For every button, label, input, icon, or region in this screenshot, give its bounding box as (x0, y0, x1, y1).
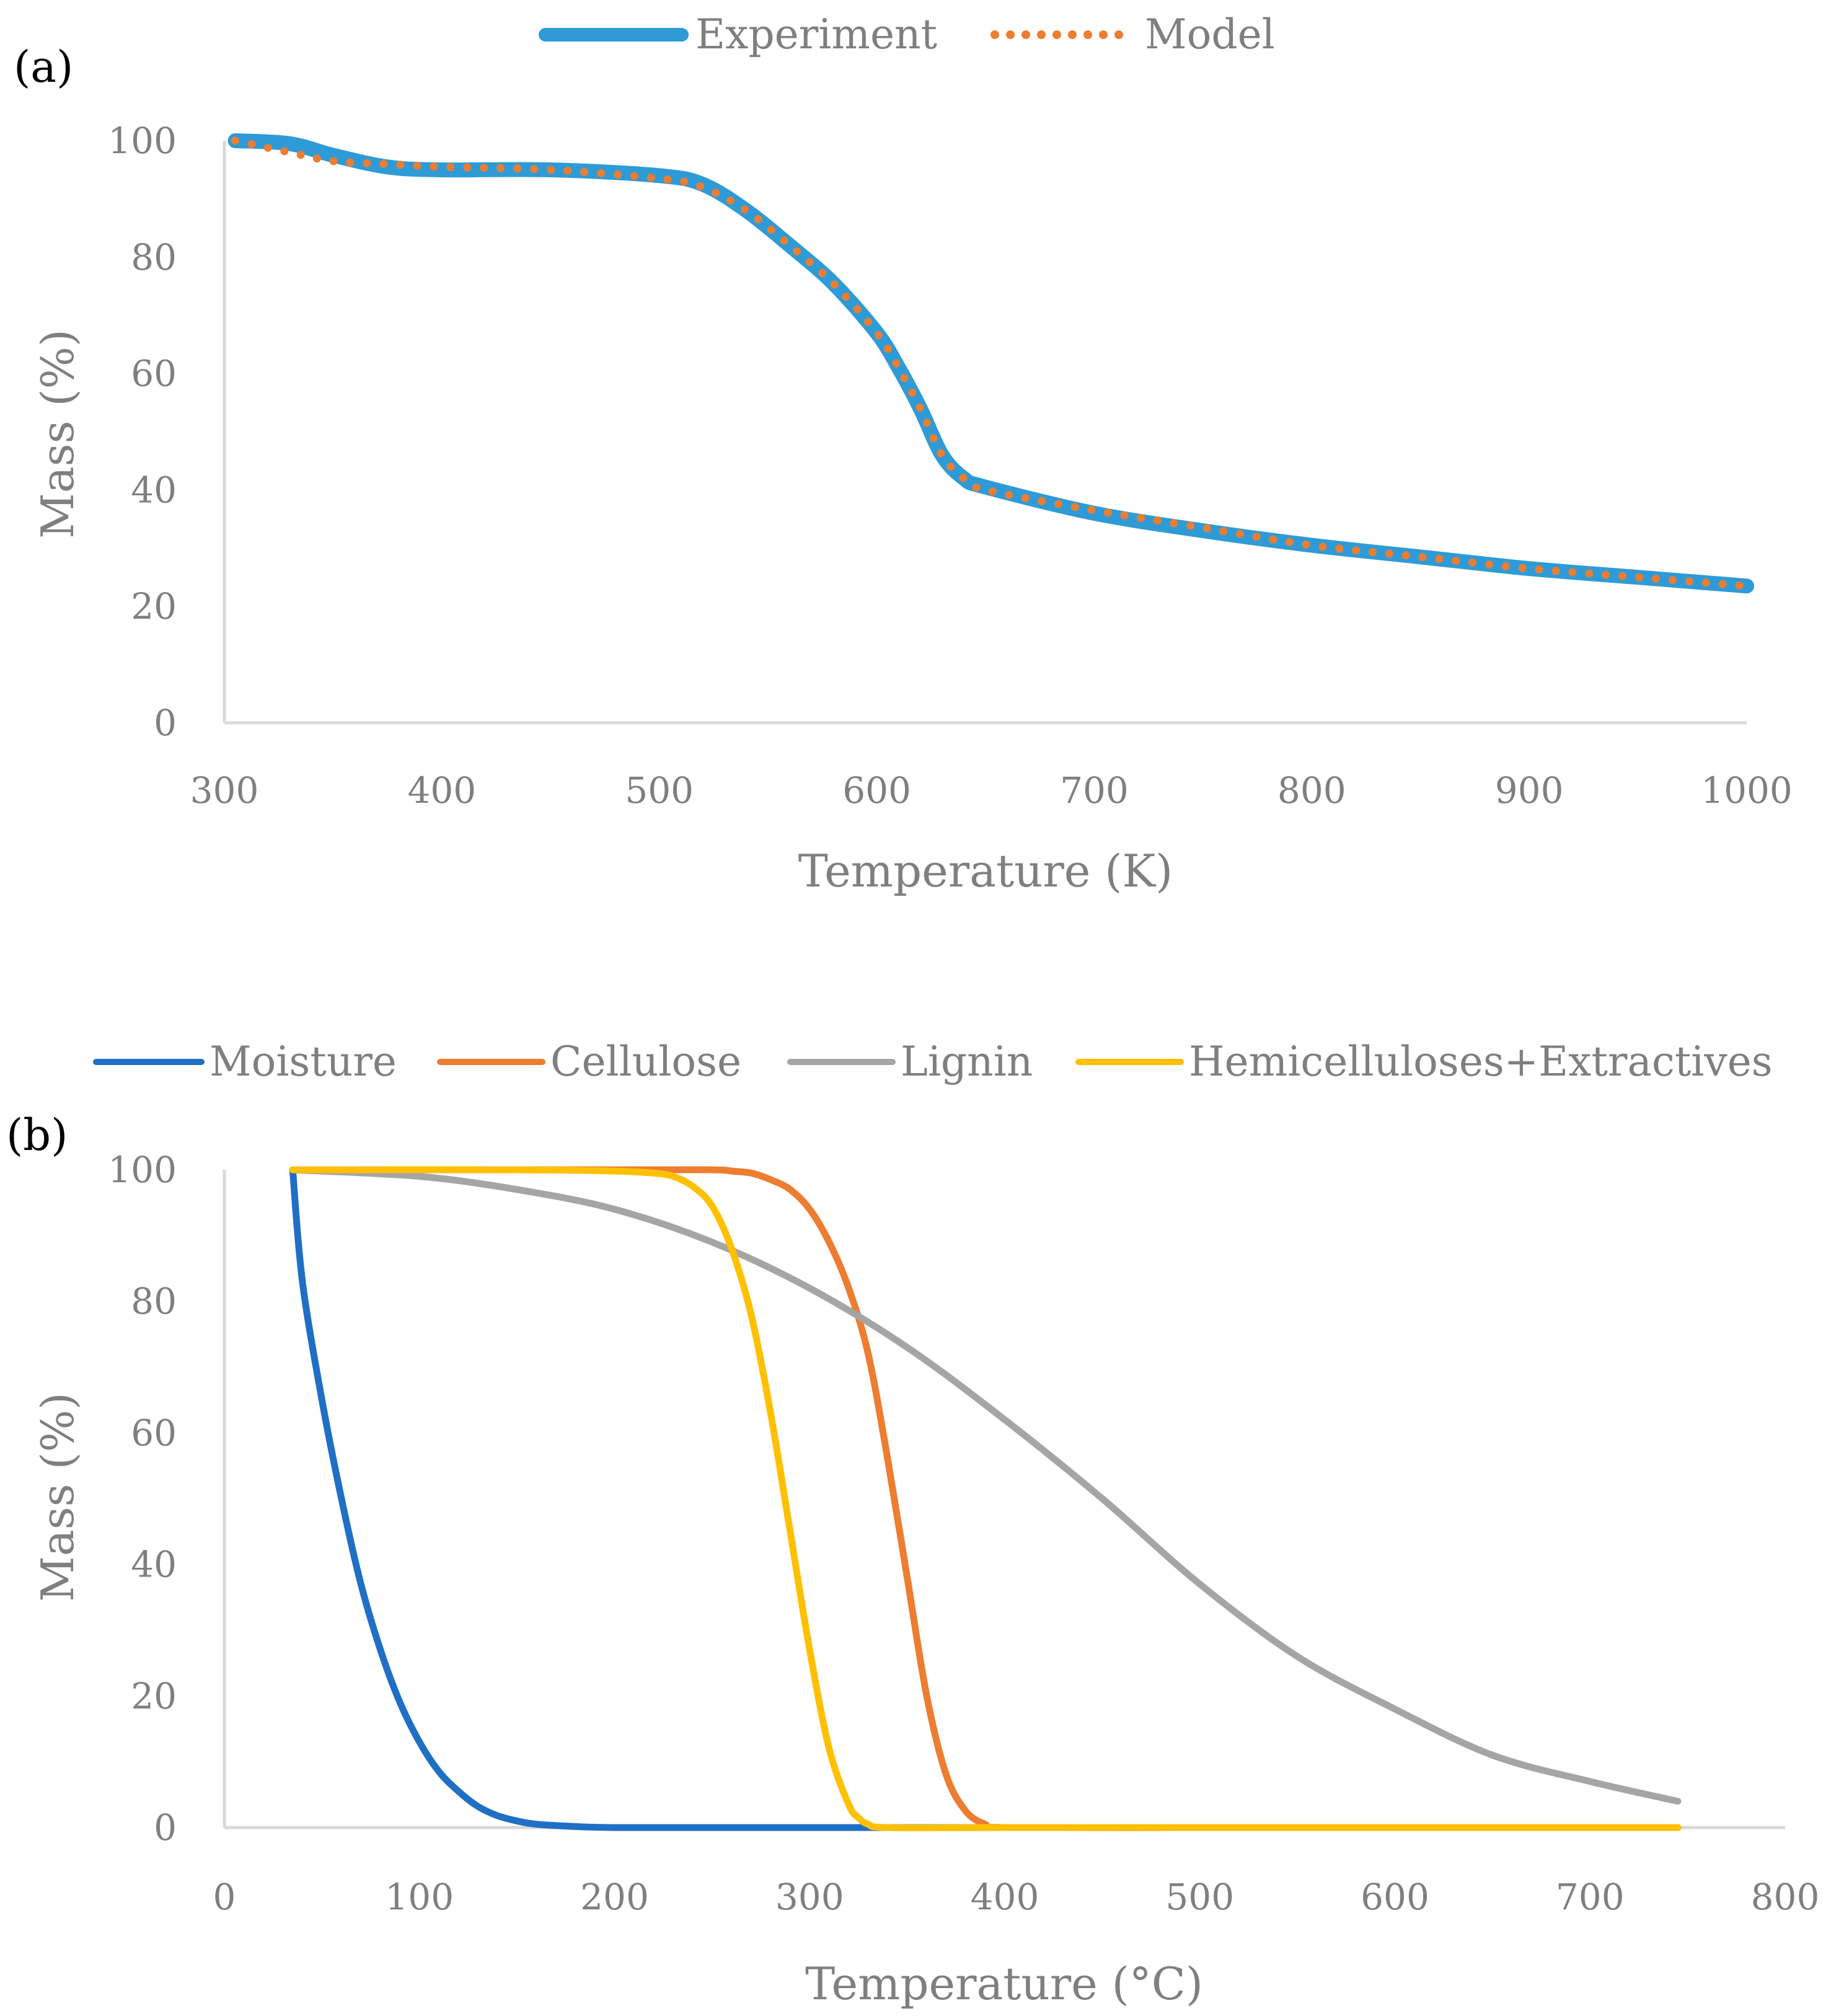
y-tick-label: 20 (131, 585, 177, 627)
legend-label-lignin: Lignin (901, 1038, 1033, 1085)
series-line-moisture (289, 1166, 1682, 1831)
x-tick-label: 0 (213, 1876, 236, 1918)
y-tick-label: 80 (131, 236, 177, 278)
series-line-cellulose (289, 1166, 1682, 1831)
y-axis-title: Mass (%) (32, 329, 84, 539)
x-tick-label: 700 (1060, 769, 1129, 811)
legend-label-moisture: Moisture (210, 1038, 397, 1085)
y-tick-label: 60 (131, 353, 177, 395)
x-tick-label: 100 (385, 1876, 454, 1918)
x-tick-label: 400 (971, 1876, 1039, 1918)
legend-label-experiment: Experiment (695, 11, 937, 58)
x-tick-label: 800 (1751, 1876, 1820, 1918)
x-axis-title: Temperature (°C) (805, 1958, 1203, 2010)
y-tick-label: 0 (154, 1806, 177, 1849)
x-tick-label: 300 (190, 769, 259, 811)
panel-label: (b) (6, 1110, 68, 1161)
panel-label: (a) (14, 42, 73, 92)
y-tick-label: 40 (131, 469, 177, 511)
x-tick-label: 600 (1361, 1876, 1429, 1918)
x-tick-label: 500 (625, 769, 694, 811)
series-line-experiment (227, 133, 1754, 594)
y-tick-label: 0 (154, 702, 177, 744)
x-tick-label: 900 (1495, 769, 1564, 811)
x-tick-label: 500 (1165, 1876, 1234, 1918)
x-tick-label: 1000 (1701, 769, 1793, 811)
y-tick-label: 80 (131, 1280, 177, 1322)
y-tick-label: 40 (131, 1544, 177, 1586)
y-tick-label: 100 (108, 120, 177, 162)
x-tick-label: 700 (1556, 1876, 1625, 1918)
legend-label-cellulose: Cellulose (550, 1038, 741, 1085)
series-line-model (231, 136, 1751, 590)
y-axis-title: Mass (%) (32, 1392, 84, 1602)
x-tick-label: 300 (775, 1876, 844, 1918)
x-tick-label: 800 (1277, 769, 1346, 811)
legend-label-hemicelluloses-extractives: Hemicelluloses+Extractives (1189, 1038, 1773, 1085)
x-tick-label: 200 (580, 1876, 649, 1918)
y-tick-label: 100 (108, 1149, 177, 1191)
x-axis-title: Temperature (K) (798, 845, 1173, 897)
chart-a: (a) 300 400 500 600 700 800 900 1000 0 20 40 60 80 100… (14, 11, 1793, 897)
series-line-hemicelluloses-extractives (289, 1166, 1682, 1831)
series-line-lignin (289, 1166, 1682, 1805)
y-tick-label: 20 (131, 1675, 177, 1717)
y-tick-label: 60 (131, 1412, 177, 1454)
x-tick-label: 600 (842, 769, 911, 811)
chart-b: (b) 0 100 200 300 400 500 600 700 800 0 20 40 60 80 100… (6, 1038, 1819, 2010)
x-tick-label: 400 (407, 769, 476, 811)
legend-label-model: Model (1145, 11, 1275, 58)
